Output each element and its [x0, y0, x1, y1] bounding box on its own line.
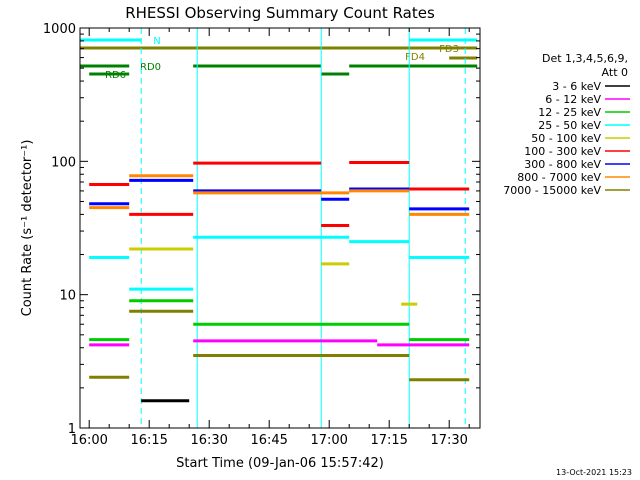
flag-bar-label: FD3: [439, 44, 459, 55]
series-lines: [89, 161, 470, 403]
series-line: [89, 161, 470, 227]
legend-label: 800 - 7000 keV: [517, 171, 601, 184]
legend-label: 100 - 300 keV: [524, 145, 601, 158]
legend-label: 300 - 800 keV: [524, 158, 601, 171]
x-axis-label: Start Time (09-Jan-06 15:57:42): [176, 456, 384, 471]
series-line: [89, 178, 470, 211]
series-line: [89, 299, 470, 342]
flag-bar-label: N: [153, 36, 160, 47]
legend-label: 25 - 50 keV: [538, 119, 601, 132]
y-axis-label: Count Rate (s⁻¹ detector⁻¹): [20, 140, 35, 317]
vertical-markers: [79, 28, 466, 428]
x-tick-label: 17:30: [430, 433, 467, 448]
series-line: [129, 247, 418, 306]
x-tick-label: 16:45: [250, 433, 287, 448]
legend-label: 3 - 6 keV: [552, 80, 601, 93]
legend-label: 7000 - 15000 keV: [503, 184, 601, 197]
x-tick-label: 16:00: [70, 433, 107, 448]
chart-title: RHESSI Observing Summary Count Rates: [125, 4, 435, 22]
flag-bar-label: RD0: [140, 62, 161, 73]
legend-label: 6 - 12 keV: [545, 93, 601, 106]
x-tick-label: 17:15: [370, 433, 407, 448]
axes: 1 10 100 1000 16:00 16:15 16:30 16:45 17:00 17:15…: [43, 22, 481, 448]
y-tick-label: 100: [51, 155, 76, 170]
series-line: [89, 235, 470, 291]
x-tick-label: 16:30: [190, 433, 227, 448]
flag-bars: N FD3 FD4 RD0 RD6: [80, 36, 478, 81]
flag-bar-label: RD6: [105, 70, 126, 81]
series-line: [89, 309, 470, 382]
y-tick-label: 1: [68, 422, 76, 437]
series-line: [89, 339, 470, 347]
legend-header-line-2: Att 0: [602, 66, 628, 79]
x-tick-label: 17:00: [310, 433, 347, 448]
legend-label: 50 - 100 keV: [531, 132, 601, 145]
legend-header-line-1: Det 1,3,4,5,6,9,: [542, 52, 628, 65]
flag-bar-label: FD4: [405, 52, 425, 63]
series-line: [89, 174, 470, 216]
footer-date: 13-Oct-2021 15:23: [556, 468, 632, 477]
legend-label: 12 - 25 keV: [538, 106, 601, 119]
plot-frame: [79, 27, 481, 429]
x-tick-label: 16:15: [130, 433, 167, 448]
y-tick-label: 10: [59, 289, 76, 304]
y-tick-label: 1000: [43, 22, 76, 37]
